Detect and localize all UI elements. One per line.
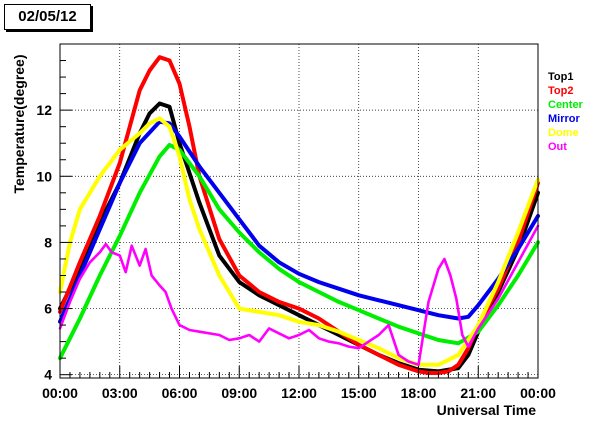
x-tick-label: 09:00 <box>221 385 257 401</box>
date-label: 02/05/12 <box>4 4 91 30</box>
y-tick-label: 8 <box>44 234 52 250</box>
axis-ticks <box>59 60 539 378</box>
y-tick-label: 6 <box>44 301 52 317</box>
series-line-center <box>58 142 540 361</box>
x-tick-label: 21:00 <box>460 385 496 401</box>
y-tick-label: 4 <box>44 367 52 383</box>
legend-entry-top1: Top1 <box>548 71 574 83</box>
x-axis-label: Universal Time <box>437 402 537 418</box>
series-line-top1 <box>58 101 540 374</box>
series-line-dome <box>58 116 540 367</box>
y-axis-label: Temperature(degree) <box>11 54 27 193</box>
legend-entry-mirror: Mirror <box>548 113 580 125</box>
legend-entry-dome: Dome <box>548 127 579 139</box>
legend-entry-top2: Top2 <box>548 85 574 97</box>
y-tick-label: 10 <box>36 168 52 184</box>
x-tick-label: 03:00 <box>102 385 138 401</box>
x-tick-label: 06:00 <box>162 385 198 401</box>
legend-entry-center: Center <box>548 99 583 111</box>
axis-tick-labels: 4 6 8 10 12 00:00 03:00 06:00 09:00 12:00 15:00 18:… <box>36 102 556 401</box>
x-tick-label: 15:00 <box>341 385 377 401</box>
series-line-mirror <box>58 119 540 324</box>
x-tick-label: 12:00 <box>281 385 317 401</box>
x-tick-label: 18:00 <box>401 385 437 401</box>
x-tick-label: 00:00 <box>520 385 556 401</box>
series-group <box>58 55 540 375</box>
series-line-out <box>58 224 540 367</box>
legend: Top1 Top2 Center Mirror Dome Out <box>548 70 596 154</box>
legend-entry-out: Out <box>548 141 567 153</box>
x-tick-label: 00:00 <box>42 385 78 401</box>
y-tick-label: 12 <box>36 102 52 118</box>
series-line-top2 <box>58 55 540 375</box>
